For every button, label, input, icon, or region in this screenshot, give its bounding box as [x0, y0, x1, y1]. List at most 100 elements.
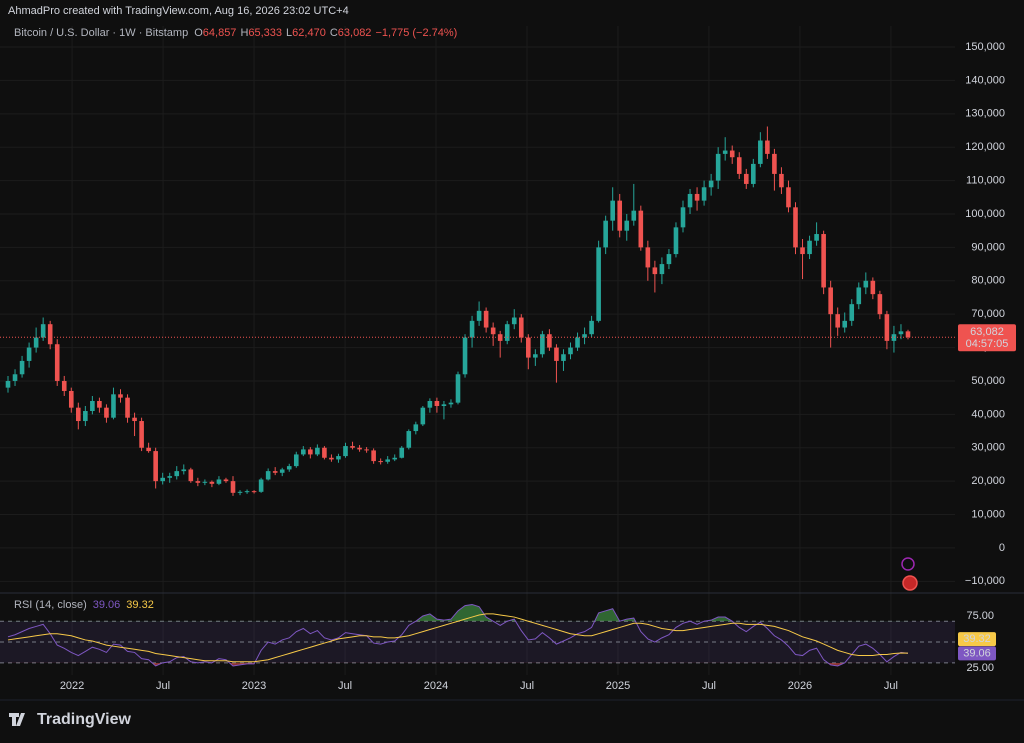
candle-body — [343, 446, 348, 457]
candle-body — [301, 449, 306, 455]
candle-body — [68, 390, 74, 408]
candle-body — [97, 400, 102, 408]
y-tick-label: 150,000 — [965, 41, 1005, 53]
candle-body — [322, 447, 327, 458]
icon — [901, 557, 915, 571]
candle-body — [223, 479, 229, 482]
candle-body — [315, 447, 320, 455]
candle-body — [329, 457, 334, 460]
candle-body — [589, 320, 594, 335]
candle-body — [701, 187, 707, 201]
legend-value: 62,470 — [292, 27, 326, 39]
candle-body — [518, 317, 524, 338]
y-tick-label: 40,000 — [971, 408, 1005, 420]
candle-body — [54, 344, 60, 381]
candle-body — [153, 451, 158, 482]
y-tick-label: 110,000 — [966, 175, 1005, 187]
legend-key: C — [330, 27, 338, 39]
legend-key: O — [194, 27, 203, 39]
candle-body — [511, 317, 517, 325]
y-tick-label: 75.00 — [966, 610, 994, 622]
candle-body — [504, 324, 510, 341]
candle-body — [680, 207, 686, 228]
candle-body — [336, 456, 341, 460]
x-tick-label: 2022 — [60, 680, 84, 692]
y-tick-label: 130,000 — [965, 108, 1005, 120]
candle-body — [779, 173, 784, 188]
y-tick-label: 20,000 — [971, 475, 1005, 487]
candle-body — [722, 150, 728, 154]
y-tick-label: 90,000 — [971, 241, 1005, 253]
candle-body — [596, 247, 601, 321]
candle-body — [385, 459, 390, 462]
candle-body — [420, 407, 426, 425]
y-tick-label: −10,000 — [965, 575, 1005, 587]
logo-mark — [9, 713, 25, 726]
y-tick-label: 140,000 — [965, 74, 1005, 86]
candle-body — [413, 424, 419, 432]
candle-body — [610, 200, 615, 221]
x-tick-label: Jul — [156, 680, 170, 692]
candle-body — [209, 481, 215, 484]
candle-body — [708, 180, 714, 188]
x-tick-label: 2024 — [424, 680, 448, 692]
candle-body — [118, 394, 123, 398]
rsi-line — [7, 604, 909, 667]
candle-body — [729, 150, 735, 158]
candle-body — [139, 421, 144, 448]
legend-key: H — [240, 27, 248, 39]
y-tick-label: 70,000 — [971, 308, 1005, 320]
candle-body — [174, 471, 180, 477]
candle-body — [448, 402, 454, 405]
x-tick-label: Jul — [702, 680, 716, 692]
candle-body — [364, 449, 369, 451]
rsi-legend: RSI (14, close) 39.06 39.32 — [14, 599, 154, 611]
candle-body — [188, 469, 194, 482]
candle-body — [19, 360, 25, 375]
alert-icons — [901, 557, 918, 591]
candle-body — [575, 337, 580, 348]
y-tick-label: 50,000 — [971, 375, 1005, 387]
candle-body — [877, 294, 883, 315]
candle-body — [617, 200, 623, 231]
candle-body — [104, 407, 109, 418]
candle-body — [258, 479, 264, 492]
y-tick-label: 25.00 — [966, 662, 994, 674]
candle-body — [244, 491, 250, 493]
candle-body — [47, 324, 53, 345]
x-tick-label: Jul — [884, 680, 898, 692]
candle-body — [582, 334, 587, 338]
logo: TradingView — [9, 711, 132, 728]
candle-body — [293, 454, 299, 467]
candle-body — [645, 247, 651, 268]
change-pct: (−2.74%) — [412, 27, 457, 39]
x-tick-label: Jul — [338, 680, 352, 692]
rsi-box — [958, 646, 996, 661]
x-tick-label: Jul — [520, 680, 534, 692]
rsi-ma-box — [958, 632, 996, 647]
candle-body — [76, 407, 81, 422]
candle-body — [659, 264, 665, 275]
candle-body — [83, 411, 88, 422]
candle-body — [125, 397, 130, 418]
rsi-ma-label: 39.32 — [963, 633, 991, 645]
candle-body — [392, 457, 398, 460]
candle-body — [631, 210, 637, 221]
candle-body — [842, 320, 848, 328]
candle-body — [476, 310, 482, 321]
candle-body — [230, 481, 236, 493]
candle-body — [856, 287, 862, 305]
candle-body — [272, 471, 278, 473]
logo-text: TradingView — [37, 711, 132, 728]
candle-body — [870, 280, 876, 295]
candle-body — [561, 354, 566, 361]
y-tick-label: 100,000 — [965, 208, 1005, 220]
candle-body — [554, 347, 559, 361]
candle-body — [765, 140, 770, 154]
candle-body — [652, 267, 658, 275]
y-tick-label: 0 — [999, 542, 1005, 554]
y-tick-label: 30,000 — [971, 442, 1005, 454]
x-tick-label: 2025 — [606, 680, 630, 692]
rsi-ma-line — [7, 613, 909, 663]
candle-body — [821, 234, 826, 288]
